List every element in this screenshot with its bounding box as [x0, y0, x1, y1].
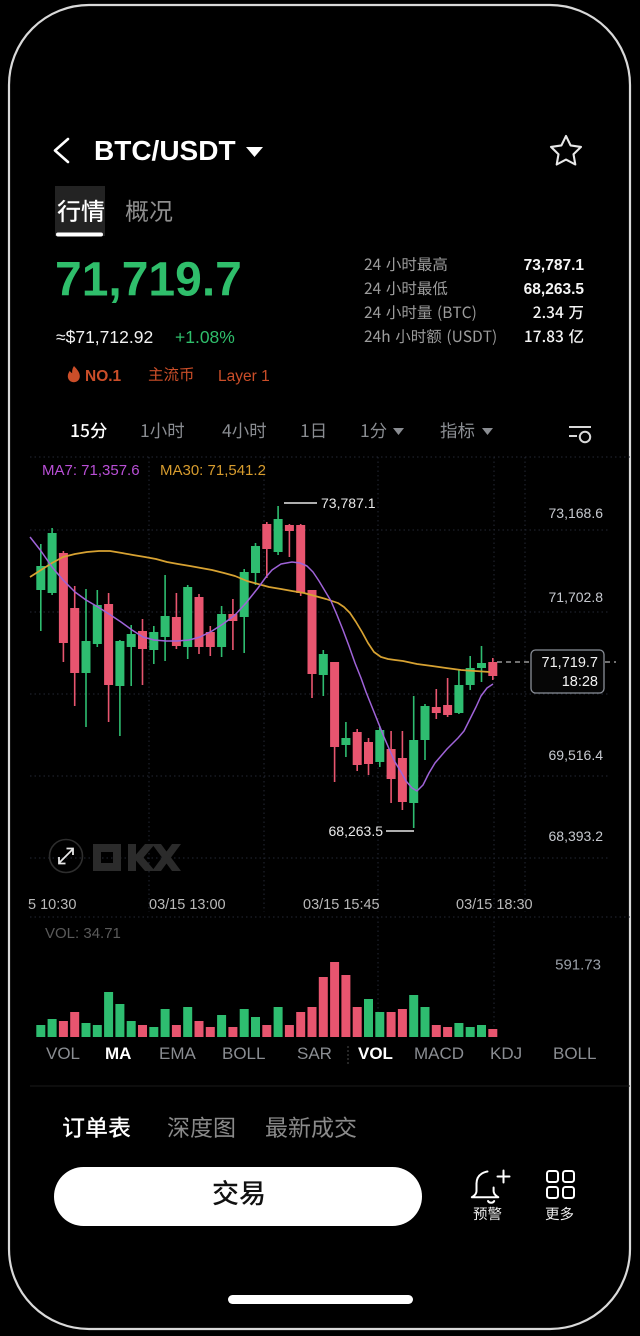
svg-text:71,719.7: 71,719.7 [542, 655, 598, 671]
svg-text:Layer 1: Layer 1 [218, 368, 270, 385]
svg-text:73,787.1: 73,787.1 [524, 257, 585, 274]
svg-text:MA30: 71,541.2: MA30: 71,541.2 [160, 462, 266, 479]
svg-text:03/15 15:45: 03/15 15:45 [303, 897, 380, 913]
svg-text:BOLL: BOLL [222, 1044, 265, 1063]
svg-text:VOL: 34.71: VOL: 34.71 [45, 925, 121, 942]
svg-text:18:28: 18:28 [562, 674, 598, 690]
svg-text:VOL: VOL [46, 1044, 80, 1063]
svg-text:68,263.5: 68,263.5 [329, 823, 384, 839]
svg-text:591.73: 591.73 [555, 957, 601, 974]
svg-text:MA: MA [105, 1044, 131, 1063]
svg-text:5 10:30: 5 10:30 [28, 897, 76, 913]
svg-text:BOLL: BOLL [553, 1044, 596, 1063]
svg-text:BTC/USDT: BTC/USDT [94, 135, 236, 166]
svg-text:VOL: VOL [358, 1044, 393, 1063]
svg-text:71,702.8: 71,702.8 [549, 589, 604, 605]
svg-text:EMA: EMA [159, 1044, 197, 1063]
svg-text:73,168.6: 73,168.6 [549, 505, 604, 521]
svg-text:≈$71,712.92: ≈$71,712.92 [56, 327, 153, 347]
svg-text:MACD: MACD [414, 1044, 464, 1063]
svg-text:68,393.2: 68,393.2 [549, 828, 604, 844]
svg-text:MA7: 71,357.6: MA7: 71,357.6 [42, 462, 140, 479]
svg-text:03/15 13:00: 03/15 13:00 [149, 897, 226, 913]
svg-text:+1.08%: +1.08% [175, 327, 235, 347]
svg-text:71,719.7: 71,719.7 [55, 254, 242, 307]
svg-text:SAR: SAR [297, 1044, 332, 1063]
svg-text:KDJ: KDJ [490, 1044, 522, 1063]
svg-text:03/15 18:30: 03/15 18:30 [456, 897, 533, 913]
svg-text:68,263.5: 68,263.5 [524, 281, 585, 298]
svg-text:69,516.4: 69,516.4 [549, 747, 604, 763]
svg-text:73,787.1: 73,787.1 [321, 495, 376, 511]
svg-text:NO.1: NO.1 [85, 368, 122, 385]
